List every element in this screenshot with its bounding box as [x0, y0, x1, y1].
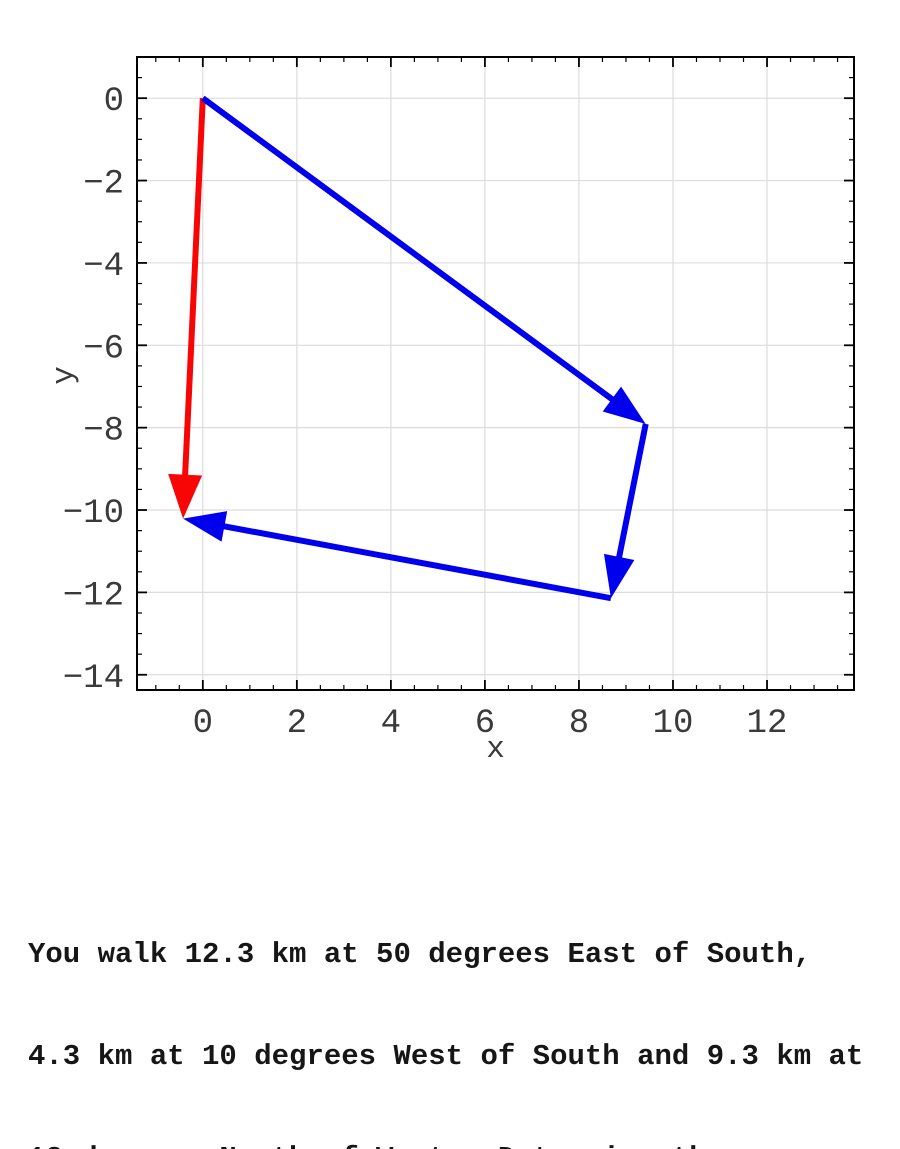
question-line-2: 4.3 km at 10 degrees West of South and 9…	[28, 1040, 864, 1073]
svg-text:12: 12	[747, 705, 788, 743]
grid-lines	[137, 57, 854, 690]
svg-text:10: 10	[653, 705, 694, 743]
svg-text:−2: −2	[83, 166, 124, 204]
question-line-3: 12 degrees North of West. Determine the	[28, 1142, 888, 1149]
svg-text:−6: −6	[83, 330, 124, 368]
svg-text:−14: −14	[63, 660, 124, 698]
question-line-1: You walk 12.3 km at 50 degrees East of S…	[28, 938, 812, 971]
y-tick-labels: 0 −2 −4 −6 −8 −10 −12 −14	[63, 83, 124, 698]
svg-text:−4: −4	[83, 248, 124, 286]
svg-text:0: 0	[193, 705, 213, 743]
resultant-vector-red	[168, 98, 206, 519]
svg-text:8: 8	[569, 705, 589, 743]
svg-text:2: 2	[287, 705, 307, 743]
svg-text:4: 4	[381, 705, 401, 743]
question-text: You walk 12.3 km at 50 degrees East of S…	[28, 870, 888, 1149]
y-axis-label: y	[47, 366, 82, 385]
vector-plot: 0 2 4 6 8 10 12 0 −2 −4 −6 −8 −10 −12 −14 x y	[47, 56, 855, 767]
plot-frame	[136, 56, 855, 691]
svg-text:−10: −10	[63, 495, 124, 533]
svg-text:−8: −8	[83, 413, 124, 451]
svg-text:0: 0	[104, 83, 124, 121]
axis-ticks	[137, 56, 854, 690]
x-tick-labels: 0 2 4 6 8 10 12	[193, 705, 788, 743]
walk-legs-blue	[183, 95, 649, 602]
svg-text:6: 6	[475, 705, 495, 743]
x-axis-label: x	[486, 732, 505, 767]
svg-text:−12: −12	[63, 577, 124, 615]
